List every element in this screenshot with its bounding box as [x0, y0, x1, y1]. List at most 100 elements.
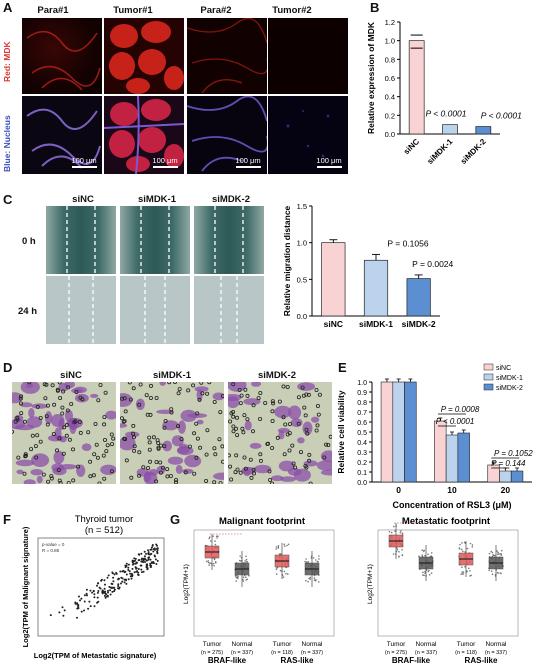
- scatter-point: [130, 577, 133, 580]
- scatter-point: [134, 562, 137, 565]
- data-point: [497, 572, 500, 574]
- scatter-point: [127, 578, 130, 581]
- scatter-point: [121, 570, 124, 573]
- y-tick-label: 1.5: [297, 202, 307, 211]
- group-name: RAS-like: [281, 656, 314, 664]
- scatter-point: [129, 572, 132, 575]
- group-n: (n = 337): [415, 650, 437, 656]
- data-point: [309, 576, 312, 579]
- scatter-point: [49, 614, 52, 617]
- y-tick-label: 0.5: [357, 430, 367, 437]
- y-tick-label: 0.8: [357, 400, 367, 407]
- scatter-point: [140, 568, 143, 571]
- scatter-point: [92, 589, 95, 592]
- data-point: [283, 570, 286, 573]
- data-point: [427, 553, 429, 555]
- y-tick-label: 1.0: [385, 37, 395, 46]
- data-point: [400, 530, 402, 532]
- scatter-point: [97, 590, 100, 592]
- data-point: [312, 557, 315, 559]
- y-tick-label: 0.6: [385, 74, 395, 83]
- data-point: [462, 571, 465, 573]
- scatter-point: [124, 564, 127, 567]
- scatter-point: [145, 566, 148, 569]
- data-point: [460, 573, 462, 575]
- scale-bar: [236, 166, 261, 168]
- scatter-point: [85, 592, 88, 595]
- data-point: [424, 555, 426, 557]
- y-tick-label: 0.7: [357, 410, 367, 417]
- data-point: [488, 569, 490, 572]
- x-tick-label: siMDK-1: [359, 319, 393, 329]
- scatter-point: [137, 553, 140, 556]
- scatter-point: [146, 568, 149, 571]
- scatter-point: [80, 610, 83, 613]
- y-axis-label: Relative expression of MDK: [366, 21, 376, 134]
- plot-frame: [377, 529, 519, 637]
- scatter-point: [108, 585, 111, 588]
- data-point: [424, 570, 426, 573]
- micrograph-para2-merge: [187, 96, 267, 174]
- micrograph-para2-red: [187, 18, 267, 94]
- scatter-point: [79, 599, 81, 602]
- panel-label-d: D: [3, 360, 13, 375]
- scatter-point: [83, 594, 86, 597]
- data-point: [318, 555, 320, 557]
- data-point: [244, 560, 246, 562]
- scatter-point: [149, 566, 152, 569]
- data-point: [469, 542, 472, 545]
- col-header: siNC: [72, 194, 94, 205]
- scatter-point: [137, 559, 140, 562]
- scatter-point: [155, 543, 158, 546]
- data-point: [459, 543, 461, 546]
- scatter-point: [112, 586, 115, 589]
- bar: [475, 126, 492, 135]
- legend-label: siMDK-1: [496, 375, 523, 382]
- p-value-label: P < 0.0001: [425, 109, 466, 119]
- data-point: [282, 576, 285, 578]
- scatter-point: [145, 552, 147, 555]
- bar: [321, 242, 346, 317]
- bar: [499, 470, 512, 483]
- data-point: [208, 564, 210, 566]
- scatter-point: [135, 570, 138, 573]
- scatter-point: [93, 596, 96, 599]
- scatter-point: [111, 583, 114, 585]
- wound-healing-image: [194, 276, 264, 344]
- p-value-label: P < 0.0001: [481, 111, 522, 121]
- col-header: siNC: [60, 370, 82, 381]
- bar: [445, 434, 459, 483]
- legend-swatch: [483, 373, 494, 381]
- scatter-point: [146, 563, 149, 566]
- y-tick-label: 0.6: [357, 420, 367, 427]
- scatter-point: [137, 568, 140, 570]
- scatter-point: [149, 548, 152, 551]
- x-tick-label: 10: [447, 485, 457, 495]
- bar: [442, 124, 458, 135]
- chart-title: Thyroid tumor: [75, 514, 134, 525]
- p-value-label: P < 0.0001: [436, 417, 475, 426]
- data-point: [287, 543, 290, 546]
- data-point: [392, 553, 395, 555]
- scatter-point: [147, 552, 150, 555]
- data-point: [213, 558, 216, 561]
- group-name: BRAF-like: [208, 656, 247, 664]
- scatter-point: [111, 590, 114, 593]
- scatter-point: [118, 586, 121, 589]
- scatter-point: [137, 573, 140, 576]
- scatter-point: [91, 591, 94, 594]
- chart-title: Metastatic footprint: [402, 516, 491, 527]
- data-point: [388, 531, 391, 533]
- data-point: [318, 558, 320, 560]
- group-n: (n = 118): [271, 650, 293, 656]
- micrograph-tumor1-merge: [104, 96, 184, 174]
- data-point: [245, 555, 247, 558]
- data-point: [236, 577, 238, 579]
- data-point: [462, 550, 464, 553]
- plot-frame: [37, 537, 165, 637]
- data-point: [463, 541, 466, 544]
- data-point: [246, 560, 248, 563]
- scale-label: 100 μm: [152, 156, 178, 165]
- micrograph-tumor2-red: [268, 18, 348, 94]
- scatter-point: [109, 589, 112, 592]
